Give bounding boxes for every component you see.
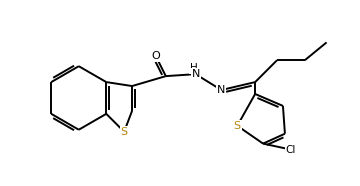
Text: S: S: [234, 121, 241, 131]
Text: O: O: [152, 51, 160, 61]
Text: H: H: [190, 63, 198, 73]
Text: Cl: Cl: [286, 145, 296, 155]
Text: N: N: [192, 69, 200, 79]
Text: S: S: [121, 127, 128, 137]
Text: N: N: [217, 85, 226, 95]
